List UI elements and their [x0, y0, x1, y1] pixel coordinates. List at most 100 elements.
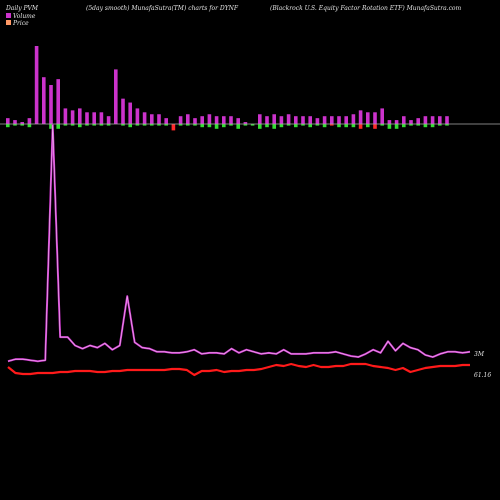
volume-bar-down	[279, 124, 284, 128]
volume-bar-down	[330, 124, 334, 126]
volume-bar-up	[279, 116, 284, 124]
volume-bar-up	[409, 120, 413, 124]
volume-bar-up	[380, 108, 384, 124]
volume-bar-up	[366, 112, 370, 124]
volume-bar-down	[229, 124, 233, 126]
volume-bar-down	[49, 124, 53, 129]
volume-bar-up	[243, 122, 248, 124]
volume-bar-down	[214, 124, 219, 129]
volume-bar-down	[387, 124, 392, 129]
volume-bar-down	[193, 124, 197, 126]
volume-bar-down	[20, 124, 24, 126]
volume-bar-up	[34, 46, 39, 124]
legend-price-label: Price	[12, 20, 29, 27]
volume-bar-up	[430, 116, 435, 124]
volume-bar-up	[164, 118, 168, 124]
volume-bar-up	[99, 112, 104, 124]
volume-end-label: 3M	[474, 351, 485, 358]
volume-bar-down	[265, 124, 269, 128]
volume-bar-down	[322, 124, 327, 128]
volume-bar-down	[164, 124, 168, 126]
volume-bar-down	[157, 124, 161, 126]
volume-bar-up	[301, 116, 305, 124]
volume-bars	[6, 46, 449, 131]
volume-bar-up	[49, 85, 53, 124]
volume-bar-up	[358, 110, 363, 124]
volume-bar-up	[236, 118, 240, 124]
volume-bar-up	[186, 114, 190, 124]
volume-bar-up	[438, 116, 442, 124]
volume-bar-down	[373, 124, 377, 129]
volume-bar-down	[171, 124, 176, 131]
volume-bar-down	[56, 124, 60, 129]
volume-bar-down	[6, 124, 10, 128]
volume-bar-up	[150, 114, 154, 124]
legend-price-swatch	[6, 20, 11, 25]
volume-bar-up	[200, 116, 204, 124]
volume-bar-down	[207, 124, 212, 128]
volume-bar-down	[423, 124, 428, 128]
volume-line-highlight	[7, 124, 471, 362]
volume-bar-up	[308, 116, 312, 124]
volume-bar-up	[272, 114, 276, 124]
volume-bar-up	[423, 116, 428, 124]
volume-bar-up	[13, 120, 17, 124]
volume-bar-down	[106, 124, 111, 126]
volume-bar-down	[445, 124, 449, 126]
volume-bar-down	[351, 124, 356, 128]
volume-bar-up	[20, 122, 24, 124]
volume-bar-down	[366, 124, 370, 128]
volume-bar-up	[78, 108, 82, 124]
volume-bar-down	[85, 124, 89, 126]
volume-bar-down	[63, 124, 68, 126]
volume-bar-up	[344, 116, 348, 124]
volume-bar-up	[63, 108, 68, 124]
volume-bar-down	[186, 124, 190, 126]
volume-bar-down	[308, 124, 312, 128]
legend-volume-swatch	[6, 13, 11, 18]
volume-bar-down	[150, 124, 154, 126]
volume-bar-up	[229, 116, 233, 124]
volume-bar-up	[214, 116, 219, 124]
volume-bar-down	[78, 124, 82, 128]
volume-bar-up	[56, 79, 60, 124]
volume-bar-down	[409, 124, 413, 126]
volume-bar-up	[207, 114, 212, 124]
volume-bar-up	[70, 110, 75, 124]
volume-bar-up	[445, 116, 449, 124]
volume-bar-down	[344, 124, 348, 128]
volume-bar-down	[272, 124, 276, 129]
volume-bar-up	[351, 114, 356, 124]
volume-bar-up	[315, 118, 320, 124]
volume-bar-up	[142, 112, 147, 124]
volume-bar-down	[222, 124, 226, 128]
volume-bar-up	[121, 98, 125, 124]
header-center-right: (Blackrock U.S. Equity Factor Rotation E…	[270, 5, 462, 12]
volume-bar-down	[358, 124, 363, 129]
volume-bar-up	[135, 108, 140, 124]
volume-bar-down	[243, 124, 248, 126]
volume-bar-down	[380, 124, 384, 126]
volume-bar-up	[42, 77, 46, 124]
volume-bar-down	[27, 124, 32, 128]
volume-bar-up	[114, 69, 118, 124]
volume-bar-down	[92, 124, 96, 126]
volume-bar-up	[178, 116, 183, 124]
volume-bar-down	[121, 124, 125, 126]
volume-bar-up	[265, 116, 269, 124]
volume-bar-down	[250, 124, 255, 126]
volume-bar-down	[128, 124, 132, 128]
price-end-label: 61.16	[474, 372, 491, 379]
volume-bar-down	[13, 124, 17, 126]
volume-bar-up	[394, 120, 399, 124]
volume-bar-up	[128, 102, 132, 124]
volume-bar-down	[135, 124, 140, 126]
volume-bar-down	[236, 124, 240, 129]
volume-bar-up	[337, 116, 341, 124]
volume-bar-down	[416, 124, 420, 126]
volume-bar-up	[330, 116, 334, 124]
header-center-left: (5day smooth) MunafaSutra(TM) charts for…	[86, 5, 239, 12]
volume-bar-down	[178, 124, 183, 126]
